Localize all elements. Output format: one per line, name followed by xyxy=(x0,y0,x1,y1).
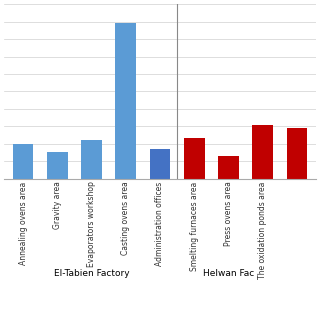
Bar xyxy=(13,144,33,179)
Bar xyxy=(218,156,239,179)
Bar xyxy=(150,149,170,179)
Bar xyxy=(184,139,204,179)
Bar xyxy=(47,152,68,179)
Bar xyxy=(81,140,102,179)
Bar xyxy=(252,125,273,179)
Text: Helwan Fac: Helwan Fac xyxy=(203,269,254,278)
Text: El-Tabien Factory: El-Tabien Factory xyxy=(54,269,129,278)
Bar xyxy=(116,23,136,179)
Bar xyxy=(287,128,307,179)
